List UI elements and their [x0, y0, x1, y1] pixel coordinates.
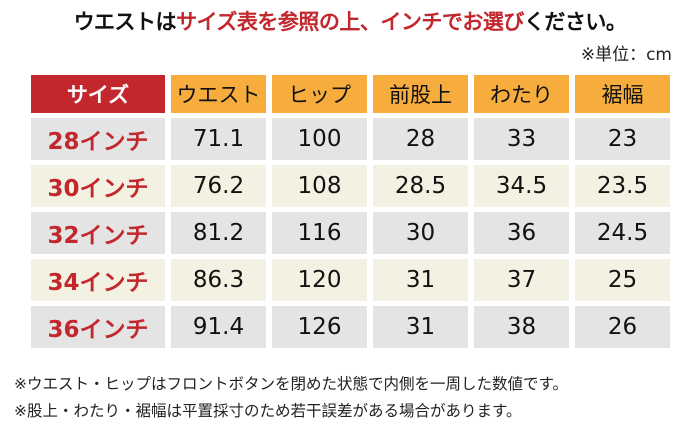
- page-title: ウエストはサイズ表を参照の上、インチでお選びください。: [0, 6, 700, 36]
- value-cell: 76.2: [171, 165, 266, 207]
- value-cell: 91.4: [171, 306, 266, 348]
- header-hip: ヒップ: [272, 75, 367, 113]
- value-cell: 86.3: [171, 259, 266, 301]
- size-cell: 34インチ: [31, 259, 165, 301]
- size-cell: 32インチ: [31, 212, 165, 254]
- value-cell: 23: [575, 118, 670, 160]
- value-cell: 23.5: [575, 165, 670, 207]
- value-cell: 31: [373, 259, 468, 301]
- value-cell: 28.5: [373, 165, 468, 207]
- header-size: サイズ: [31, 75, 165, 113]
- value-cell: 81.2: [171, 212, 266, 254]
- note-2: ※股上・わたり・裾幅は平置採寸のため若干誤差がある場合があります。: [14, 402, 522, 420]
- header-thigh: わたり: [474, 75, 569, 113]
- size-cell: 28インチ: [31, 118, 165, 160]
- value-cell: 26: [575, 306, 670, 348]
- value-cell: 126: [272, 306, 367, 348]
- title-black-2: ください。: [523, 10, 627, 34]
- value-cell: 34.5: [474, 165, 569, 207]
- table-row: 34インチ 86.3 120 31 37 25: [31, 259, 670, 301]
- note-1: ※ウエスト・ヒップはフロントボタンを閉めた状態で内側を一周した数値です。: [14, 375, 568, 393]
- size-cell: 36インチ: [31, 306, 165, 348]
- value-cell: 36: [474, 212, 569, 254]
- size-cell: 30インチ: [31, 165, 165, 207]
- value-cell: 120: [272, 259, 367, 301]
- table-row: 36インチ 91.4 126 31 38 26: [31, 306, 670, 348]
- header-hem: 裾幅: [575, 75, 670, 113]
- header-rise: 前股上: [373, 75, 468, 113]
- table-row: 30インチ 76.2 108 28.5 34.5 23.5: [31, 165, 670, 207]
- value-cell: 33: [474, 118, 569, 160]
- title-black-1: ウエストは: [73, 10, 177, 34]
- header-row: サイズ ウエスト ヒップ 前股上 わたり 裾幅: [31, 75, 670, 113]
- value-cell: 30: [373, 212, 468, 254]
- value-cell: 25: [575, 259, 670, 301]
- value-cell: 38: [474, 306, 569, 348]
- title-red: サイズ表を参照の上、インチでお選び: [176, 10, 524, 34]
- value-cell: 108: [272, 165, 367, 207]
- unit-label: ※単位：cm: [580, 45, 672, 65]
- value-cell: 37: [474, 259, 569, 301]
- value-cell: 31: [373, 306, 468, 348]
- value-cell: 24.5: [575, 212, 670, 254]
- value-cell: 28: [373, 118, 468, 160]
- size-table: サイズ ウエスト ヒップ 前股上 わたり 裾幅 28インチ 71.1 100 28 33…: [25, 70, 676, 353]
- header-waist: ウエスト: [171, 75, 266, 113]
- value-cell: 71.1: [171, 118, 266, 160]
- table-row: 32インチ 81.2 116 30 36 24.5: [31, 212, 670, 254]
- value-cell: 100: [272, 118, 367, 160]
- table-row: 28インチ 71.1 100 28 33 23: [31, 118, 670, 160]
- value-cell: 116: [272, 212, 367, 254]
